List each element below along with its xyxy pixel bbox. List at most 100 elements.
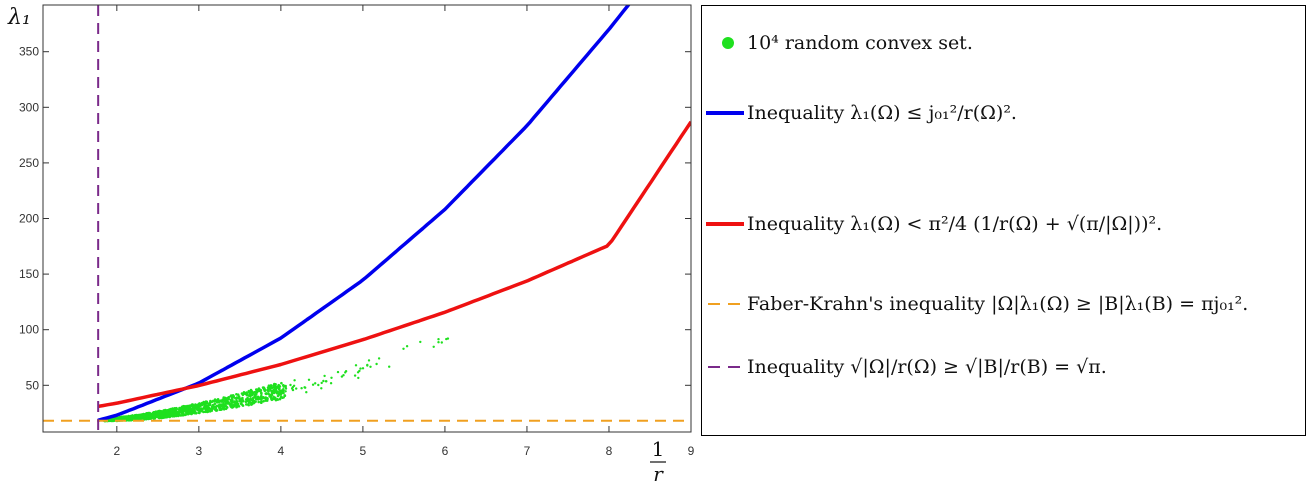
scatter-point — [249, 397, 252, 400]
scatter-point — [209, 407, 212, 411]
scatter-point — [359, 367, 362, 370]
scatter-point — [250, 390, 254, 393]
scatter-point — [197, 411, 200, 415]
scatter-point — [258, 396, 262, 400]
scatter-point — [323, 374, 326, 378]
scatter-point — [269, 386, 273, 390]
scatter-point — [213, 398, 217, 401]
legend-entry-4: Inequality √|Ω|/r(Ω) ≥ √|B|/r(B) = √π. — [702, 356, 1107, 378]
scatter-point — [221, 398, 224, 402]
x-axis-label: 1 r — [650, 437, 666, 486]
scatter-point — [238, 396, 241, 400]
scatter-point — [143, 415, 147, 418]
scatter-point — [320, 381, 323, 385]
scatter-point — [245, 391, 248, 394]
scatter-point — [169, 414, 173, 417]
scatter-point — [155, 411, 158, 414]
x-tick-label: 5 — [360, 444, 367, 458]
curves-group — [43, 5, 691, 432]
scatter-point — [262, 400, 265, 403]
scatter-point — [276, 386, 280, 389]
scatter-point — [245, 403, 248, 406]
scatter-point — [225, 406, 229, 409]
scatter-point — [234, 400, 238, 403]
scatter-point — [340, 375, 344, 378]
x-tick-label: 7 — [524, 444, 531, 458]
scatter-point — [184, 413, 188, 416]
scatter-point — [197, 407, 200, 410]
scatter-point — [244, 398, 248, 401]
scatter-point — [419, 340, 422, 344]
scatter-point — [269, 396, 273, 399]
scatter-point — [162, 412, 165, 415]
scatter-point — [176, 414, 180, 418]
scatter-point — [353, 374, 357, 377]
scatter-point — [275, 398, 278, 402]
scatter-point — [247, 389, 251, 393]
scatter-point — [279, 396, 283, 399]
scatter-point — [244, 400, 248, 404]
legend-marker-line — [702, 103, 747, 123]
legend-entry-0: 10⁴ random convex set. — [702, 32, 973, 54]
scatter-point — [240, 403, 244, 406]
scatter-point — [204, 404, 207, 407]
scatter-point — [230, 403, 233, 406]
scatter-point — [199, 403, 203, 407]
scatter-point — [257, 400, 261, 404]
legend-label: Inequality λ₁(Ω) < π²/4 (1/r(Ω) + √(π/|Ω… — [747, 213, 1163, 235]
scatter-point — [270, 398, 273, 401]
scatter-point — [166, 413, 169, 417]
scatter-point — [211, 406, 214, 409]
y-tick-label: 150 — [19, 267, 39, 281]
scatter-point — [282, 391, 285, 395]
scatter-point — [147, 411, 150, 415]
scatter-point — [236, 405, 239, 408]
legend-marker-line — [702, 214, 747, 234]
scatter-point — [156, 415, 160, 419]
scatter-point — [246, 398, 250, 401]
scatter-point — [282, 385, 285, 388]
x-tick-label: 3 — [196, 444, 203, 458]
scatter-point — [184, 409, 188, 413]
scatter-point — [211, 403, 215, 407]
scatter-point — [151, 414, 154, 417]
scatter-point — [305, 391, 308, 394]
scatter-point — [223, 403, 227, 407]
legend-label: Inequality √|Ω|/r(Ω) ≥ √|B|/r(B) = √π. — [747, 356, 1107, 378]
scatter-point — [194, 411, 197, 414]
scatter-point — [204, 400, 208, 403]
series-line-1 — [97, 5, 631, 422]
scatter-point — [182, 406, 185, 410]
y-tick-label: 100 — [19, 323, 39, 337]
scatter-point — [166, 411, 169, 414]
scatter-point — [192, 411, 195, 414]
scatter-point — [356, 371, 360, 374]
ticks-group: 2 3 4 5 6 7 8 9 50 100 150 200 250 300 350 — [19, 5, 695, 458]
scatter-point — [272, 390, 275, 394]
scatter-point — [219, 405, 222, 408]
scatter-point — [273, 396, 277, 400]
scatter-point — [254, 388, 258, 391]
scatter-point — [122, 415, 126, 419]
scatter-point — [280, 389, 283, 392]
legend-marker-dash — [702, 357, 747, 377]
scatter-point — [247, 403, 250, 407]
scatter-point — [265, 397, 269, 401]
y-tick-label: 350 — [19, 45, 39, 59]
scatter-point — [367, 359, 371, 362]
legend-entry-1: Inequality λ₁(Ω) ≤ j₀₁²/r(Ω)². — [702, 102, 1017, 124]
scatter-point — [218, 407, 222, 410]
scatter-point — [307, 378, 311, 381]
scatter-point — [213, 408, 217, 411]
scatter-point — [284, 385, 287, 389]
scatter-point — [259, 389, 263, 392]
scatter-point — [116, 417, 119, 420]
y-tick-label: 200 — [19, 212, 39, 226]
scatter-point — [295, 387, 298, 390]
scatter-point — [132, 415, 136, 418]
scatter-point — [169, 407, 173, 411]
scatter-point — [311, 383, 315, 386]
scatter-point — [324, 380, 328, 383]
scatter-point — [175, 407, 178, 411]
scatter-point — [222, 408, 226, 411]
